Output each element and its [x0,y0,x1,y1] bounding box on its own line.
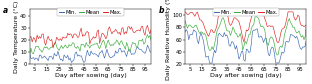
Legend: Min., Mean, Max.: Min., Mean, Max. [57,8,124,16]
Y-axis label: Daily Relative Humidity (%): Daily Relative Humidity (%) [166,0,171,80]
Text: b: b [158,6,164,15]
Y-axis label: Daily Temperature (°C): Daily Temperature (°C) [14,0,19,73]
X-axis label: Day after sowing (day): Day after sowing (day) [55,73,126,78]
Text: a: a [3,6,8,15]
X-axis label: Day after sowing (day): Day after sowing (day) [210,73,282,78]
Legend: Min., Mean, Max.: Min., Mean, Max. [212,8,279,16]
